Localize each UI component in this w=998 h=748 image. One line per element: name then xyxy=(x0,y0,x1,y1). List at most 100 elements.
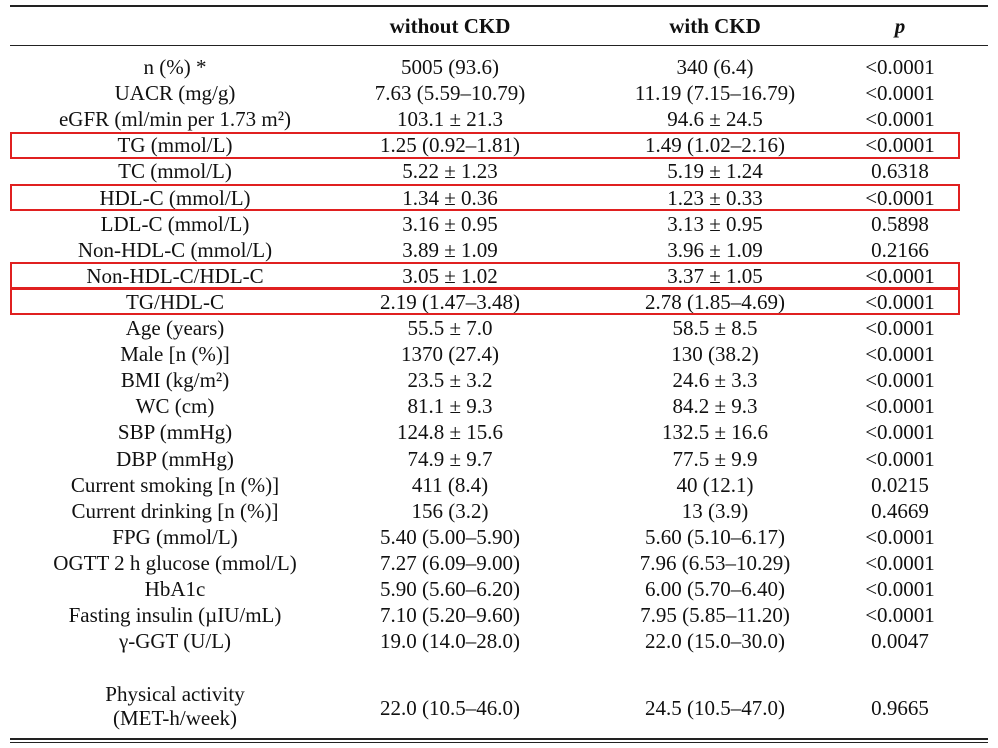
bottom-rule-2 xyxy=(10,742,988,743)
row-label: OGTT 2 h glucose (mmol/L) xyxy=(53,550,297,575)
row-label: TC (mmol/L) xyxy=(118,159,232,184)
cell-without-ckd: 74.9 ± 9.7 xyxy=(407,446,493,471)
cell-p: <0.0001 xyxy=(865,577,935,601)
cell-with-ckd: 40 (12.1) xyxy=(676,472,754,497)
row-label: Physical activity (MET-h/week) xyxy=(10,682,340,730)
top-rule xyxy=(10,5,988,7)
row-label: Age (years) xyxy=(125,316,225,340)
cell-without-ckd: 3.16 ± 0.95 xyxy=(402,211,498,236)
cell-with-ckd: 340 (6.4) xyxy=(676,55,754,79)
table-row: SBP (mmHg) 124.8 ± 15.6 132.5 ± 16.6 <0.000… xyxy=(10,419,988,445)
header-p: p xyxy=(894,13,906,38)
row-label: Current drinking [n (%)] xyxy=(71,498,279,523)
table-row: TC (mmol/L) 5.22 ± 1.23 5.19 ± 1.24 0.6318 xyxy=(10,158,988,184)
row-label: Non-HDL-C (mmol/L) xyxy=(77,237,273,262)
row-label: Non-HDL-C/HDL-C xyxy=(86,263,264,288)
cell-without-ckd: 411 (8.4) xyxy=(411,472,489,497)
cell-p: <0.0001 xyxy=(865,420,935,445)
cell-without-ckd: 1.25 (0.92–1.81) xyxy=(380,133,520,158)
cell-with-ckd: 3.13 ± 0.95 xyxy=(667,211,763,236)
cell-p: 0.9665 xyxy=(871,696,929,720)
row-label: UACR (mg/g) xyxy=(114,81,236,106)
cell-without-ckd: 7.63 (5.59–10.79) xyxy=(374,81,526,106)
table-row-physical-activity: Physical activity (MET-h/week) 22.0 (10.… xyxy=(10,682,988,734)
cell-p: <0.0001 xyxy=(865,81,935,106)
row-label: TG (mmol/L) xyxy=(117,133,233,158)
cell-without-ckd: 5.40 (5.00–5.90) xyxy=(380,524,520,549)
cell-p: <0.0001 xyxy=(865,550,935,575)
cell-p: 0.0047 xyxy=(871,629,929,654)
cell-with-ckd: 3.37 ± 1.05 xyxy=(667,263,763,288)
cell-with-ckd: 130 (38.2) xyxy=(671,342,759,367)
cell-with-ckd: 13 (3.9) xyxy=(681,498,749,523)
cell-without-ckd: 5.22 ± 1.23 xyxy=(402,159,498,184)
label-line-1: Physical activity xyxy=(105,682,245,706)
table-row: TG/HDL-C 2.19 (1.47–3.48) 2.78 (1.85–4.69)… xyxy=(10,289,988,315)
table-row: eGFR (ml/min per 1.73 m²) 103.1 ± 21.3 94.… xyxy=(10,106,988,132)
cell-with-ckd: 24.5 (10.5–47.0) xyxy=(645,696,785,720)
row-label: DBP (mmHg) xyxy=(116,446,234,471)
cell-without-ckd: 5005 (93.6) xyxy=(401,55,499,79)
table-row: γ-GGT (U/L) 19.0 (14.0–28.0) 22.0 (15.0–30… xyxy=(10,628,988,654)
row-label: WC (cm) xyxy=(135,394,215,419)
cell-with-ckd: 1.49 (1.02–2.16) xyxy=(645,133,785,158)
cell-p: <0.0001 xyxy=(865,133,935,158)
row-label: LDL-C (mmol/L) xyxy=(100,211,250,236)
cell-p: <0.0001 xyxy=(865,394,935,419)
cell-with-ckd: 7.96 (6.53–10.29) xyxy=(639,550,791,575)
header-with-ckd: with CKD xyxy=(669,13,761,38)
table-row: Non-HDL-C (mmol/L) 3.89 ± 1.09 3.96 ± 1.09… xyxy=(10,237,988,263)
highlight-box xyxy=(10,184,960,212)
cell-without-ckd: 22.0 (10.5–46.0) xyxy=(380,696,520,720)
table-row: FPG (mmol/L) 5.40 (5.00–5.90) 5.60 (5.10–6… xyxy=(10,524,988,550)
cell-with-ckd: 1.23 ± 0.33 xyxy=(667,185,763,210)
table-row: TG (mmol/L) 1.25 (0.92–1.81) 1.49 (1.02–2.… xyxy=(10,132,988,158)
table-row: Male [n (%)] 1370 (27.4) 130 (38.2) <0.0001 xyxy=(10,341,988,367)
cell-without-ckd: 81.1 ± 9.3 xyxy=(407,394,493,419)
row-label: n (%) * xyxy=(143,55,207,79)
cell-without-ckd: 23.5 ± 3.2 xyxy=(407,368,493,393)
cell-without-ckd: 7.27 (6.09–9.00) xyxy=(380,550,520,575)
cell-with-ckd: 77.5 ± 9.9 xyxy=(672,446,758,471)
row-label: eGFR (ml/min per 1.73 m²) xyxy=(58,107,292,132)
table-row: Age (years) 55.5 ± 7.0 58.5 ± 8.5 <0.0001 xyxy=(10,315,988,341)
cell-p: <0.0001 xyxy=(865,263,935,288)
cell-p: <0.0001 xyxy=(865,524,935,549)
row-label: Fasting insulin (µIU/mL) xyxy=(68,603,282,628)
table-row: HbA1c 5.90 (5.60–6.20) 6.00 (5.70–6.40) <0.… xyxy=(10,576,988,602)
highlight-box xyxy=(10,131,960,159)
table-row: OGTT 2 h glucose (mmol/L) 7.27 (6.09–9.00… xyxy=(10,550,988,576)
cell-p: <0.0001 xyxy=(865,289,935,314)
cell-p: <0.0001 xyxy=(865,446,935,471)
cell-without-ckd: 3.05 ± 1.02 xyxy=(402,263,498,288)
highlight-box xyxy=(10,288,960,316)
row-label: γ-GGT (U/L) xyxy=(118,629,232,654)
table-row: LDL-C (mmol/L) 3.16 ± 0.95 3.13 ± 0.95 0.58… xyxy=(10,211,988,237)
cell-with-ckd: 11.19 (7.15–16.79) xyxy=(634,81,796,106)
cell-p: <0.0001 xyxy=(865,368,935,393)
cell-without-ckd: 7.10 (5.20–9.60) xyxy=(380,603,520,628)
cell-p: 0.5898 xyxy=(871,211,929,236)
table-row: Fasting insulin (µIU/mL) 7.10 (5.20–9.60)… xyxy=(10,602,988,628)
header-rule xyxy=(10,45,988,46)
row-label: FPG (mmol/L) xyxy=(112,524,238,549)
table-row: UACR (mg/g) 7.63 (5.59–10.79) 11.19 (7.15–… xyxy=(10,80,988,106)
table-row: DBP (mmHg) 74.9 ± 9.7 77.5 ± 9.9 <0.0001 xyxy=(10,446,988,472)
cell-with-ckd: 132.5 ± 16.6 xyxy=(661,420,769,445)
cell-p: 0.6318 xyxy=(871,159,929,184)
cell-p: <0.0001 xyxy=(865,342,935,367)
table-row: Current drinking [n (%)] 156 (3.2) 13 (3.9… xyxy=(10,498,988,524)
cell-with-ckd: 22.0 (15.0–30.0) xyxy=(645,629,785,654)
row-label: SBP (mmHg) xyxy=(117,420,233,445)
cell-without-ckd: 2.19 (1.47–3.48) xyxy=(380,289,520,314)
cell-without-ckd: 5.90 (5.60–6.20) xyxy=(380,577,520,601)
table-row: HDL-C (mmol/L) 1.34 ± 0.36 1.23 ± 0.33 <0.0… xyxy=(10,185,988,211)
row-label: HbA1c xyxy=(144,577,206,601)
cell-with-ckd: 7.95 (5.85–11.20) xyxy=(640,603,790,628)
bottom-rule-1 xyxy=(10,738,988,740)
cell-without-ckd: 55.5 ± 7.0 xyxy=(407,316,493,340)
row-label: Current smoking [n (%)] xyxy=(70,472,280,497)
cell-without-ckd: 1370 (27.4) xyxy=(401,342,499,367)
table-row: n (%) * 5005 (93.6) 340 (6.4) <0.0001 xyxy=(10,54,988,80)
header-without-ckd: without CKD xyxy=(389,13,511,38)
